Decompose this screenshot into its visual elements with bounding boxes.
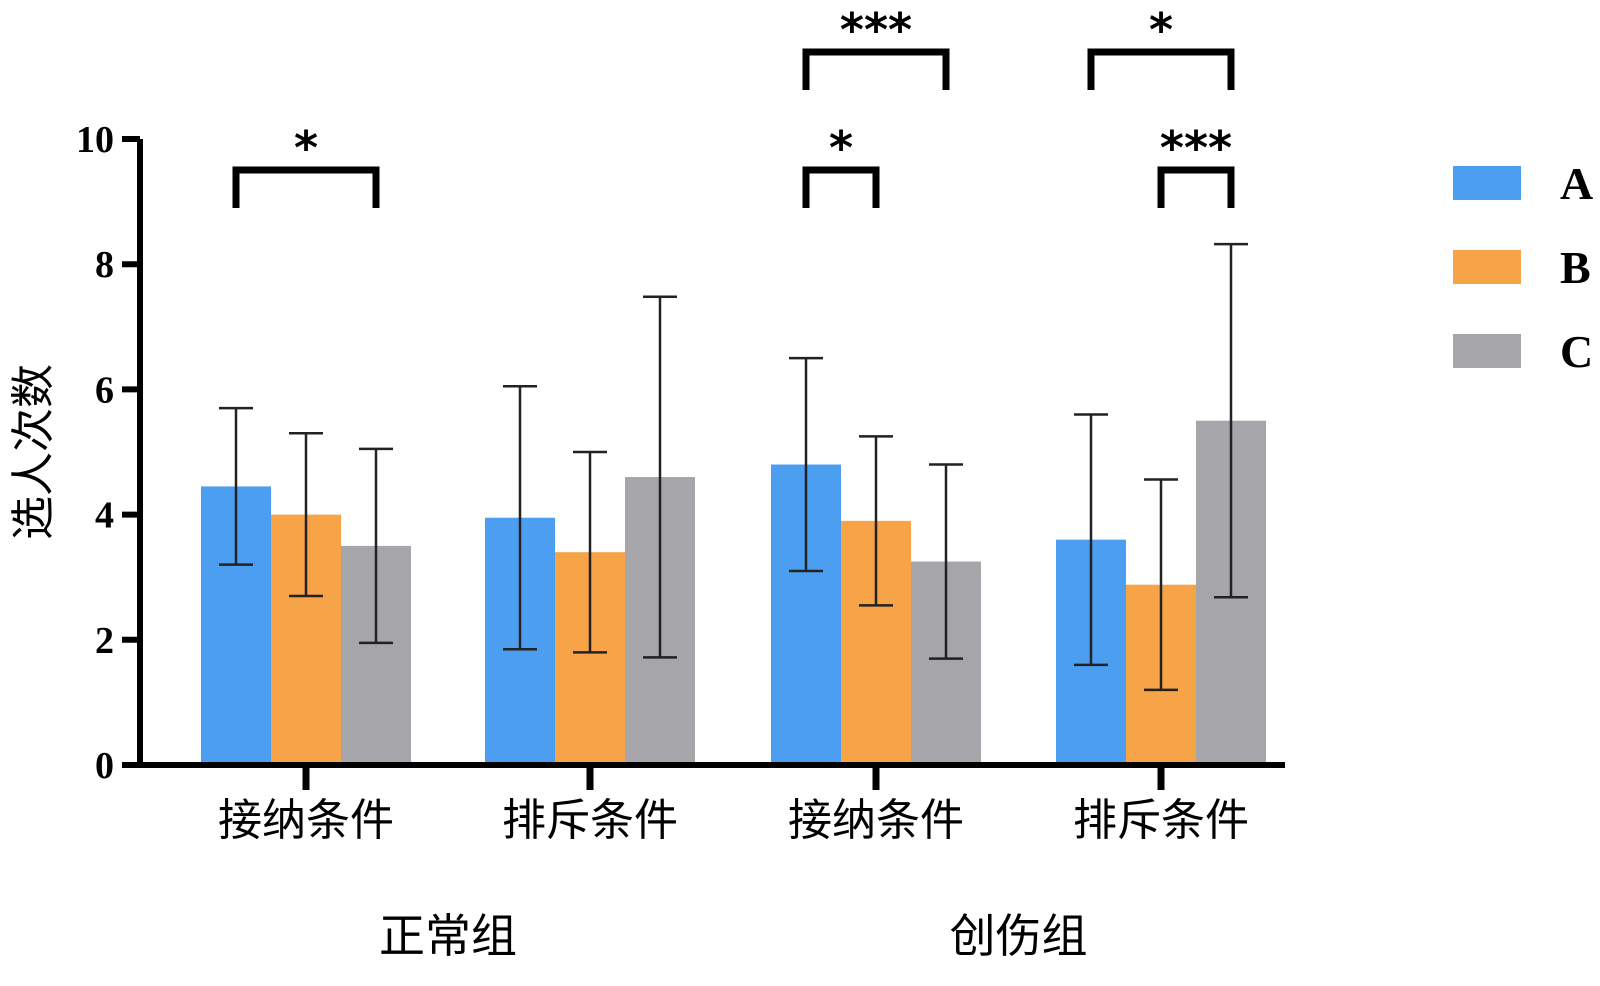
error-bars-layer	[219, 242, 1248, 692]
x-category-label: 接纳条件	[218, 795, 394, 846]
legend: ABC	[1453, 158, 1593, 377]
y-tick-label: 8	[95, 244, 114, 286]
significance-layer: * ********	[232, 3, 1235, 208]
significance-label: *	[294, 121, 318, 175]
x-category-label: 排斥条件	[1073, 795, 1249, 846]
bars-layer	[201, 420, 1266, 765]
significance-label: *	[1149, 3, 1173, 57]
y-axis-title: 选人次数	[8, 364, 59, 540]
significance-bracket	[232, 166, 380, 208]
legend-label-b: B	[1560, 242, 1591, 293]
significance-bracket	[802, 48, 950, 90]
significance-label: *	[829, 121, 853, 175]
significance-label: ***	[840, 3, 912, 57]
significance-bracket	[802, 166, 880, 208]
y-tick-label: 6	[95, 369, 114, 411]
y-tick-label: 0	[95, 745, 114, 787]
legend-swatch-c	[1453, 334, 1521, 368]
legend-swatch-b	[1453, 250, 1521, 284]
y-tick-label: 10	[76, 119, 114, 161]
y-tick-label: 2	[95, 620, 114, 662]
significance-bracket	[1087, 48, 1235, 90]
legend-swatch-a	[1453, 166, 1521, 200]
significance-label: ***	[1160, 121, 1232, 175]
x-category-label: 排斥条件	[502, 795, 678, 846]
x-category-label: 接纳条件	[788, 795, 964, 846]
group-label-1: 创伤组	[950, 909, 1088, 963]
legend-label-a: A	[1560, 158, 1593, 209]
y-tick-label: 4	[95, 495, 114, 537]
group-label-0: 正常组	[379, 909, 517, 963]
significance-bracket	[1157, 166, 1235, 208]
legend-label-c: C	[1560, 326, 1593, 377]
